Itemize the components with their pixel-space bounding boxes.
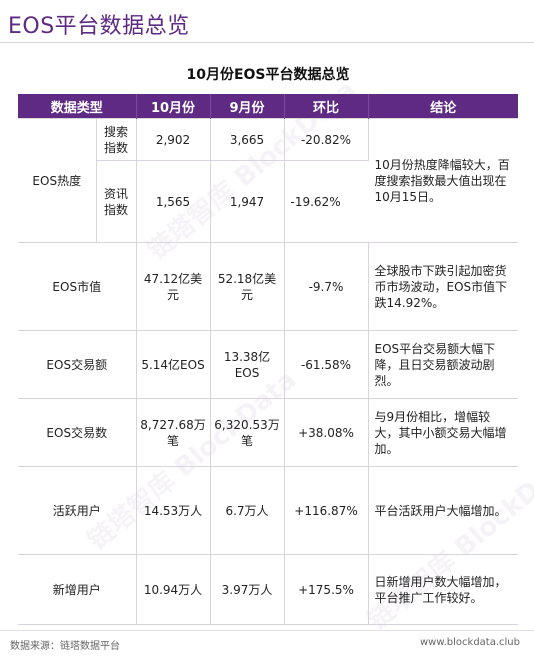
table-title: 10月份EOS平台数据总览	[186, 67, 350, 83]
cell-sep: 6.7万人	[210, 466, 285, 555]
page-title: EOS平台数据总览	[8, 14, 190, 39]
cell-oct: 1,565	[136, 160, 211, 243]
cell-oct: 47.12亿美元	[136, 242, 211, 331]
cell-sep: 6,320.53万笔	[210, 398, 285, 467]
cell-change: -20.82%	[284, 118, 369, 161]
cell-oct: 14.53万人	[136, 466, 211, 555]
cell-change: -19.62%	[284, 160, 369, 243]
header-oct: 10月份	[136, 94, 211, 119]
footer-divider	[0, 630, 534, 631]
table-row: EOS交易额 5.14亿EOS 13.38亿EOS -61.58% EOS平台交…	[18, 330, 519, 399]
row-label-heat: EOS热度	[18, 118, 97, 243]
table-row: EOS热度 搜索指数 2,902 3,665 -20.82% 10月份热度降幅较…	[18, 118, 519, 243]
header-conclusion: 结论	[368, 94, 519, 119]
table-row: 新增用户 10.94万人 3.97万人 +175.5% 日新增用户数大幅增加，平…	[18, 554, 519, 625]
cell-oct: 5.14亿EOS	[136, 330, 211, 399]
row-label: EOS交易额	[18, 330, 137, 399]
cell-change: -61.58%	[284, 330, 369, 399]
header-data-type: 数据类型	[18, 94, 137, 119]
cell-change: +38.08%	[284, 398, 369, 467]
cell-conclusion: 全球股市下跌引起加密货币市场波动，EOS市值下跌14.92%。	[368, 242, 519, 331]
row-label: EOS交易数	[18, 398, 137, 467]
data-source: 数据来源：链塔数据平台	[10, 641, 120, 652]
table-row: EOS市值 47.12亿美元 52.18亿美元 -9.7% 全球股市下跌引起加密…	[18, 242, 519, 331]
cell-sep: 3,665	[210, 118, 285, 161]
cell-sep: 13.38亿EOS	[210, 330, 285, 399]
site-url: www.blockdata.club	[420, 637, 520, 648]
cell-conclusion: 10月份热度降幅较大，百度搜索指数最大值出现在10月15日。	[368, 118, 519, 243]
cell-oct: 2,902	[136, 118, 211, 161]
cell-conclusion: 与9月份相比，增幅较大，其中小额交易大幅增加。	[368, 398, 519, 467]
cell-change: -9.7%	[284, 242, 369, 331]
row-label: EOS市值	[18, 242, 137, 331]
cell-conclusion: 日新增用户数大幅增加，平台推广工作较好。	[368, 554, 519, 625]
divider	[0, 42, 534, 43]
table-header-row: 数据类型 10月份 9月份 环比 结论	[18, 94, 519, 119]
cell-sep: 1,947	[210, 160, 285, 243]
cell-oct: 8,727.68万笔	[136, 398, 211, 467]
data-table: 数据类型 10月份 9月份 环比 结论 EOS热度 搜索指数 2,902 3,6…	[18, 94, 519, 625]
sub-label-info: 资讯指数	[96, 160, 137, 243]
header-sep: 9月份	[210, 94, 285, 119]
table-row: 活跃用户 14.53万人 6.7万人 +116.87% 平台活跃用户大幅增加。	[18, 466, 519, 555]
sub-label-search: 搜索指数	[96, 118, 137, 161]
row-label: 活跃用户	[18, 466, 137, 555]
table-row: EOS交易数 8,727.68万笔 6,320.53万笔 +38.08% 与9月…	[18, 398, 519, 467]
cell-change: +175.5%	[284, 554, 369, 625]
table-row: 资讯指数 1,565 1,947 -19.62%	[18, 160, 518, 243]
cell-oct: 10.94万人	[136, 554, 211, 625]
cell-conclusion: 平台活跃用户大幅增加。	[368, 466, 519, 555]
header-change: 环比	[284, 94, 369, 119]
cell-conclusion: EOS平台交易额大幅下降，且日交易额波动剧烈。	[368, 330, 519, 399]
row-label: 新增用户	[18, 554, 137, 625]
cell-sep: 52.18亿美元	[210, 242, 285, 331]
cell-sep: 3.97万人	[210, 554, 285, 625]
cell-change: +116.87%	[284, 466, 369, 555]
